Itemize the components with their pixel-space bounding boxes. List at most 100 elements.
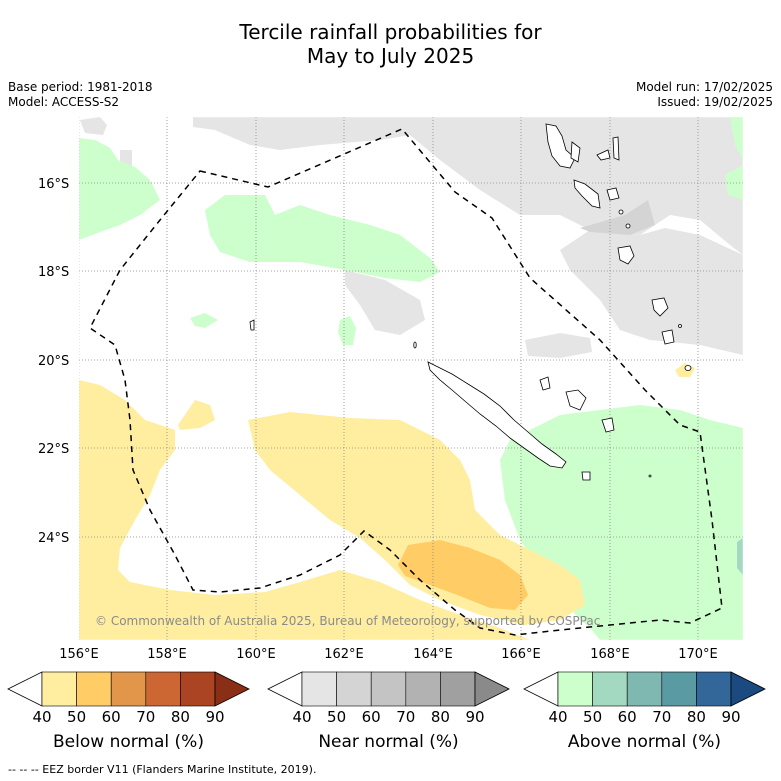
islet-6 (618, 209, 624, 215)
near-normal-colorbar-tick-label: 90 (465, 708, 484, 726)
above-normal-colorbar-tick-label: 90 (721, 708, 740, 726)
near-normal-colorbar-tick-label: 60 (362, 708, 381, 726)
lat-label-24s: 24°S (38, 531, 69, 546)
near-normal-ne (560, 228, 743, 355)
lon-label-156e: 156°E (59, 647, 99, 662)
vanuatu-tanna (651, 297, 669, 317)
near-normal-colorbar-tick-label: 50 (327, 708, 346, 726)
islet-3 (678, 324, 682, 328)
below-normal-colorbar-segment (110, 671, 147, 707)
near-normal-colorbar-title: Near normal (%) (318, 732, 458, 752)
map-area (79, 117, 743, 640)
lat-label-20s: 20°S (38, 354, 69, 369)
lon-label-160e: 160°E (236, 647, 276, 662)
near-normal-50-patch (580, 200, 655, 235)
above-normal-colorbar-title: Above normal (%) (568, 732, 721, 752)
below-normal-colorbar-segment (180, 671, 216, 707)
title-line-2: May to July 2025 (306, 44, 475, 68)
above-normal-colorbar-tick-label: 50 (583, 708, 602, 726)
near-normal-colorbar: 40 50 60 70 80 90 Near normal (%) (267, 671, 510, 752)
base-period: Base period: 1981-2018 (8, 80, 153, 94)
near-normal-central (345, 270, 425, 335)
eez-border (89, 128, 723, 636)
below-normal-colorbar-tick-label: 40 (32, 708, 51, 726)
lat-label-16s: 16°S (38, 177, 69, 192)
near-normal-nw (80, 117, 107, 135)
above-normal-colorbar-min-arrow (523, 671, 559, 707)
below-normal-50-patch (398, 540, 528, 610)
near-normal-small (120, 150, 132, 166)
islet-2 (413, 341, 417, 349)
model-name: Model: ACCESS-S2 (8, 95, 120, 109)
map-frame (78, 116, 744, 641)
below-normal-colorbar-tick-label: 70 (136, 708, 155, 726)
below-normal-colorbar-tick-label: 60 (102, 708, 121, 726)
above-normal-ne-edge (730, 118, 743, 160)
vanuatu-aneityum (661, 329, 675, 345)
lon-label-166e: 166°E (501, 647, 541, 662)
below-normal-colorbar-tick-label: 50 (67, 708, 86, 726)
above-normal-colorbar-segment (592, 671, 628, 707)
above-normal-colorbar-tick-label: 80 (687, 708, 706, 726)
meta-left: Base period: 1981-2018 Model: ACCESS-S2 (8, 80, 153, 110)
islet-1 (249, 319, 255, 331)
below-normal-colorbar-title: Below normal (%) (53, 732, 204, 752)
meta-right: Model run: 17/02/2025 Issued: 19/02/2025 (636, 80, 773, 110)
near-normal-colorbar-tick-label: 80 (431, 708, 450, 726)
lon-label-170e: 170°E (678, 647, 718, 662)
title-line-1: Tercile rainfall probabilities for (239, 20, 542, 44)
above-normal-northwest (79, 138, 160, 240)
model-run: Model run: 17/02/2025 (635, 80, 773, 94)
below-normal-west (79, 380, 530, 640)
above-normal-colorbar-tick-label: 40 (548, 708, 567, 726)
gridlines (79, 117, 743, 640)
above-normal-east-edge (725, 165, 743, 200)
below-normal-colorbar-min-arrow (7, 671, 43, 707)
credit-text: © Commonwealth of Australia 2025, Bureau… (95, 614, 601, 628)
loyalty-lifou (565, 389, 587, 411)
vanuatu-erromango (617, 245, 635, 265)
near-normal-colorbar-max-arrow (474, 671, 510, 707)
near-normal-colorbar-tick-label: 70 (396, 708, 415, 726)
lon-label-162e: 162°E (324, 647, 364, 662)
above-normal-50-patch (737, 538, 743, 575)
below-normal-colorbar-segment (145, 671, 181, 707)
vanuatu-espiritu-santo (545, 123, 576, 169)
below-normal-small (178, 400, 215, 430)
vanuatu-island-2 (570, 141, 581, 163)
vanuatu-efate (612, 136, 620, 161)
eez-note: -- -- -- EEZ border V11 (Flanders Marine… (8, 763, 317, 776)
near-normal-colorbar-segment (301, 671, 337, 707)
lon-label-164e: 164°E (413, 647, 453, 662)
below-normal-colorbar-segment (76, 671, 112, 707)
new-caledonia-main (427, 361, 567, 469)
issued-date: Issued: 19/02/2025 (657, 95, 773, 109)
near-normal-colorbar-segment (440, 671, 476, 707)
above-normal-colorbar-segment (696, 671, 732, 707)
vanuatu-island-4 (606, 187, 620, 201)
vanuatu-malakula (573, 179, 601, 209)
near-normal-colorbar-segment (405, 671, 441, 707)
above-normal-colorbar-segment (626, 671, 663, 707)
near-normal-east (525, 333, 592, 358)
lat-label-22s: 22°S (38, 442, 69, 457)
above-normal-small-1 (190, 313, 218, 328)
map-title: Tercile rainfall probabilities for May t… (0, 20, 781, 68)
matthew-island (684, 365, 692, 371)
islet-4 (648, 474, 652, 478)
lon-label-168e: 168°E (590, 647, 630, 662)
vanuatu-island-3 (596, 149, 611, 161)
above-normal-colorbar-max-arrow (730, 671, 766, 707)
loyalty-ouvea (539, 376, 551, 391)
islet-5 (625, 223, 631, 229)
above-normal-small-2 (338, 316, 356, 345)
above-normal-colorbar-tick-label: 70 (652, 708, 671, 726)
coastlines (249, 123, 692, 481)
loyalty-mare (601, 417, 615, 433)
lon-label-158e: 158°E (147, 647, 187, 662)
near-normal-colorbar-tick-label: 40 (292, 708, 311, 726)
above-normal-north-central (205, 195, 440, 282)
